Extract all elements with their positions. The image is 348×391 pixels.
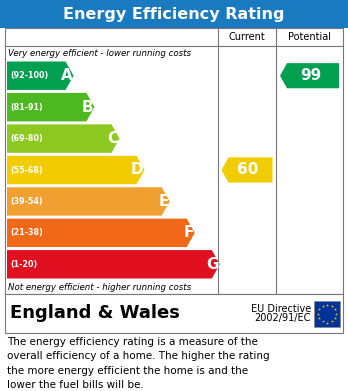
Polygon shape: [7, 187, 170, 216]
Text: G: G: [206, 257, 219, 272]
Text: A: A: [61, 68, 72, 83]
Polygon shape: [7, 61, 73, 90]
Text: (39-54): (39-54): [10, 197, 42, 206]
Text: England & Wales: England & Wales: [10, 305, 180, 323]
Text: (92-100): (92-100): [10, 71, 48, 80]
Text: 99: 99: [300, 68, 321, 83]
Polygon shape: [7, 124, 119, 153]
Polygon shape: [7, 219, 195, 247]
Bar: [5, 28, 343, 294]
Text: Energy Efficiency Rating: Energy Efficiency Rating: [63, 7, 285, 22]
Text: (81-91): (81-91): [10, 103, 43, 112]
Text: D: D: [131, 163, 144, 178]
Bar: [5, 294, 343, 333]
Text: B: B: [82, 100, 93, 115]
Text: F: F: [183, 225, 194, 240]
Text: Not energy efficient - higher running costs: Not energy efficient - higher running co…: [8, 283, 191, 292]
Text: (55-68): (55-68): [10, 165, 43, 174]
Text: EU Directive: EU Directive: [251, 303, 311, 314]
Text: E: E: [158, 194, 169, 209]
Polygon shape: [7, 156, 144, 184]
Text: C: C: [108, 131, 119, 146]
Text: The energy efficiency rating is a measure of the
overall efficiency of a home. T: The energy efficiency rating is a measur…: [7, 337, 270, 390]
Text: (1-20): (1-20): [10, 260, 37, 269]
Polygon shape: [221, 158, 272, 183]
Polygon shape: [7, 250, 220, 278]
Polygon shape: [280, 63, 339, 88]
Polygon shape: [7, 93, 94, 121]
Text: 60: 60: [237, 163, 259, 178]
Text: Current: Current: [229, 32, 266, 42]
Text: 2002/91/EC: 2002/91/EC: [255, 314, 311, 323]
Text: (21-38): (21-38): [10, 228, 43, 237]
Text: Potential: Potential: [288, 32, 331, 42]
Text: Very energy efficient - lower running costs: Very energy efficient - lower running co…: [8, 48, 191, 57]
Text: (69-80): (69-80): [10, 134, 43, 143]
Bar: [314, 301, 340, 326]
Bar: [0, 0, 348, 28]
